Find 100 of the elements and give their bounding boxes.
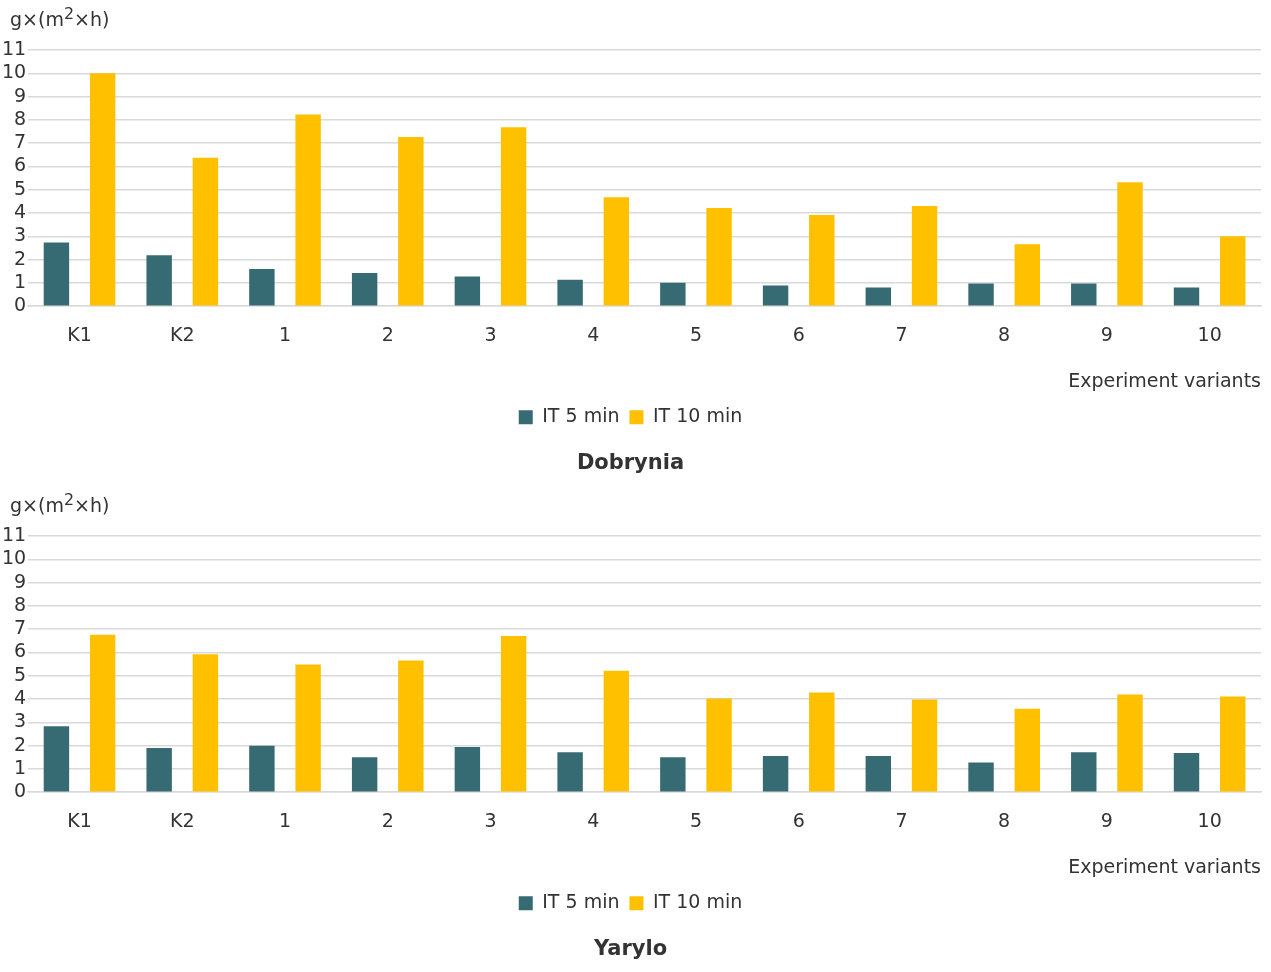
- bar: [1173, 753, 1200, 792]
- x-tick-label: 7: [895, 808, 908, 831]
- bar: [1117, 182, 1143, 306]
- y-tick-label: 7: [14, 130, 27, 153]
- bar: [603, 197, 630, 306]
- x-tick-label: 4: [587, 808, 600, 831]
- bar: [1117, 694, 1143, 792]
- y-tick-label: 8: [14, 592, 27, 615]
- bar: [89, 634, 116, 792]
- bar: [1173, 287, 1200, 306]
- bar: [809, 214, 835, 306]
- y-tick-label: 11: [1, 522, 27, 545]
- bar: [295, 664, 321, 792]
- legend-label: IT 5 min: [542, 404, 620, 427]
- y-tick-label: 4: [14, 685, 27, 708]
- bar: [398, 137, 424, 306]
- y-tick-label: 6: [14, 153, 27, 176]
- x-tick-label: 1: [278, 322, 292, 345]
- x-tick-label: 9: [1100, 322, 1113, 345]
- x-tick-label: 2: [381, 322, 394, 345]
- bar: [660, 757, 686, 792]
- bar: [351, 272, 378, 306]
- y-tick-label: 7: [14, 616, 27, 639]
- y-tick-label: 9: [14, 83, 27, 106]
- x-axis-title: Experiment variants: [1068, 369, 1261, 392]
- bar: [454, 276, 481, 306]
- y-tick-label: 10: [1, 546, 27, 569]
- text: Dobrynia: [576, 449, 685, 474]
- y-tick-label: 1: [14, 269, 27, 292]
- bar: [911, 206, 938, 306]
- y-tick-label: 5: [14, 176, 27, 199]
- bar: [146, 255, 172, 306]
- y-tick-label: 4: [14, 199, 27, 222]
- bar: [249, 745, 275, 792]
- bar: [1071, 752, 1097, 792]
- bar: [192, 654, 219, 792]
- y-tick-label: 0: [14, 779, 27, 802]
- x-tick-label: 10: [1197, 808, 1222, 831]
- text: Yarylo: [592, 935, 668, 960]
- bar: [762, 756, 789, 792]
- bar: [249, 268, 275, 306]
- bar: [192, 157, 219, 306]
- bar: [500, 127, 527, 306]
- bar: [809, 692, 835, 792]
- bar: [865, 756, 892, 792]
- y-axis-title: g×(m$^{2}$×h): [10, 490, 110, 517]
- y-tick-label: 10: [1, 60, 27, 83]
- x-tick-label: 9: [1100, 808, 1113, 831]
- legend-label: IT 10 min: [652, 890, 743, 913]
- bar: [706, 207, 732, 306]
- x-tick-label: 4: [587, 322, 600, 345]
- bar: [1220, 696, 1246, 792]
- legend-label: IT 10 min: [652, 404, 743, 427]
- x-tick-label: 5: [689, 322, 702, 345]
- y-tick-label: 2: [14, 246, 27, 269]
- bar: [865, 287, 892, 306]
- bar: [660, 282, 686, 306]
- y-tick-label: 0: [14, 293, 27, 316]
- bar: [1220, 236, 1246, 306]
- bar: [603, 670, 630, 792]
- y-tick-label: 6: [14, 639, 27, 662]
- bar: [557, 752, 583, 792]
- x-tick-label: 8: [998, 322, 1011, 345]
- bar: [968, 283, 994, 306]
- x-tick-label: 3: [484, 808, 497, 831]
- y-tick-label: 8: [14, 106, 27, 129]
- y-tick-label: 3: [14, 223, 27, 246]
- y-tick-label: 11: [1, 36, 27, 59]
- bar: [89, 73, 116, 306]
- y-tick-label: 2: [14, 732, 27, 755]
- y-tick-label: 5: [14, 662, 27, 685]
- x-tick-label: 8: [998, 808, 1011, 831]
- bar: [557, 279, 583, 306]
- x-tick-label: 1: [278, 808, 292, 831]
- bar: [911, 699, 938, 792]
- x-tick-label: 2: [381, 808, 394, 831]
- legend-label: IT 5 min: [542, 890, 620, 913]
- x-tick-label: 7: [895, 322, 908, 345]
- bar: [146, 747, 172, 792]
- y-tick-label: 3: [14, 709, 27, 732]
- x-tick-label: 3: [484, 322, 497, 345]
- bar: [706, 698, 732, 792]
- x-axis-title: Experiment variants: [1068, 855, 1261, 878]
- x-tick-label: K2: [170, 322, 195, 345]
- bar: [1014, 244, 1040, 306]
- bar: [1071, 283, 1097, 306]
- y-tick-label: 1: [14, 755, 27, 778]
- bar: [500, 635, 527, 792]
- x-tick-label: 5: [689, 808, 702, 831]
- bar: [398, 660, 424, 792]
- x-tick-label: K1: [67, 322, 92, 345]
- x-tick-label: 6: [792, 322, 805, 345]
- bar: [1014, 708, 1040, 792]
- x-tick-label: 10: [1197, 322, 1222, 345]
- bar: [762, 285, 789, 306]
- y-axis-title: g×(m$^{2}$×h): [10, 4, 110, 31]
- bar: [351, 757, 378, 792]
- bar: [43, 726, 70, 792]
- x-tick-label: K1: [67, 808, 92, 831]
- bar: [295, 114, 321, 306]
